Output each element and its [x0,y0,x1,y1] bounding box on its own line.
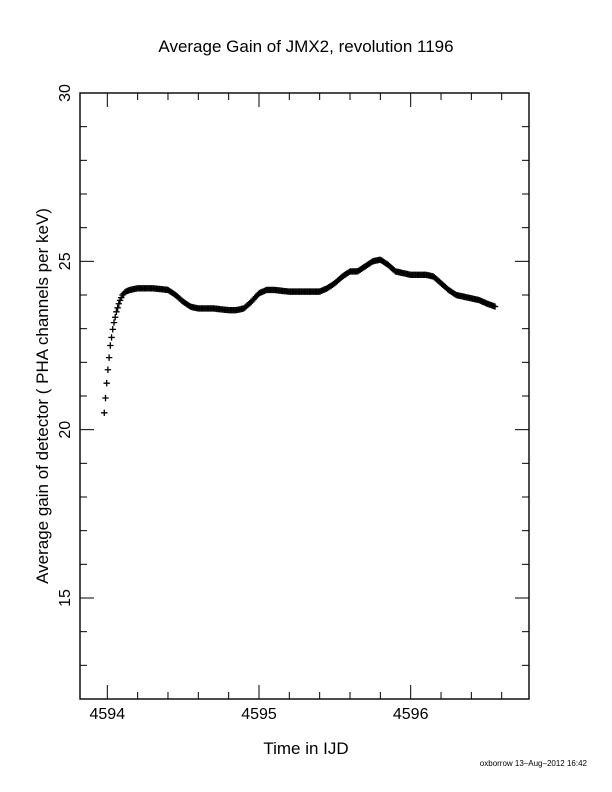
footer-stamp: oxborrow 13–Aug–2012 16:42 [480,759,588,768]
y-tick-label: 30 [57,84,74,102]
x-tick-label: 4596 [393,706,429,723]
data-point [113,308,120,316]
y-tick-label: 20 [57,421,74,439]
data-point [491,303,499,310]
data-point [115,300,123,307]
axes-layer: 4594 4595 4596 15 20 25 30 [57,84,529,723]
data-point [110,319,118,326]
x-tick-label: 4594 [90,706,126,723]
x-axis-label: Time in IJD [263,739,348,758]
data-point [114,304,121,311]
data-point [107,342,114,349]
y-axis-label: Average gain of detector ( PHA channels … [33,208,52,584]
chart-title: Average Gain of JMX2, revolution 1196 [158,37,453,56]
y-tick-label: 15 [57,589,74,607]
data-point [103,380,110,387]
y-tick-label: 25 [57,252,74,270]
data-point [108,334,115,341]
data-point [105,354,113,361]
data-point [102,394,109,402]
data-point [111,314,119,321]
data-series [101,256,499,417]
data-point [104,366,112,373]
plot-frame [79,92,530,700]
data-point [101,409,108,417]
x-tick-label: 4595 [241,706,277,723]
data-point [109,326,116,333]
